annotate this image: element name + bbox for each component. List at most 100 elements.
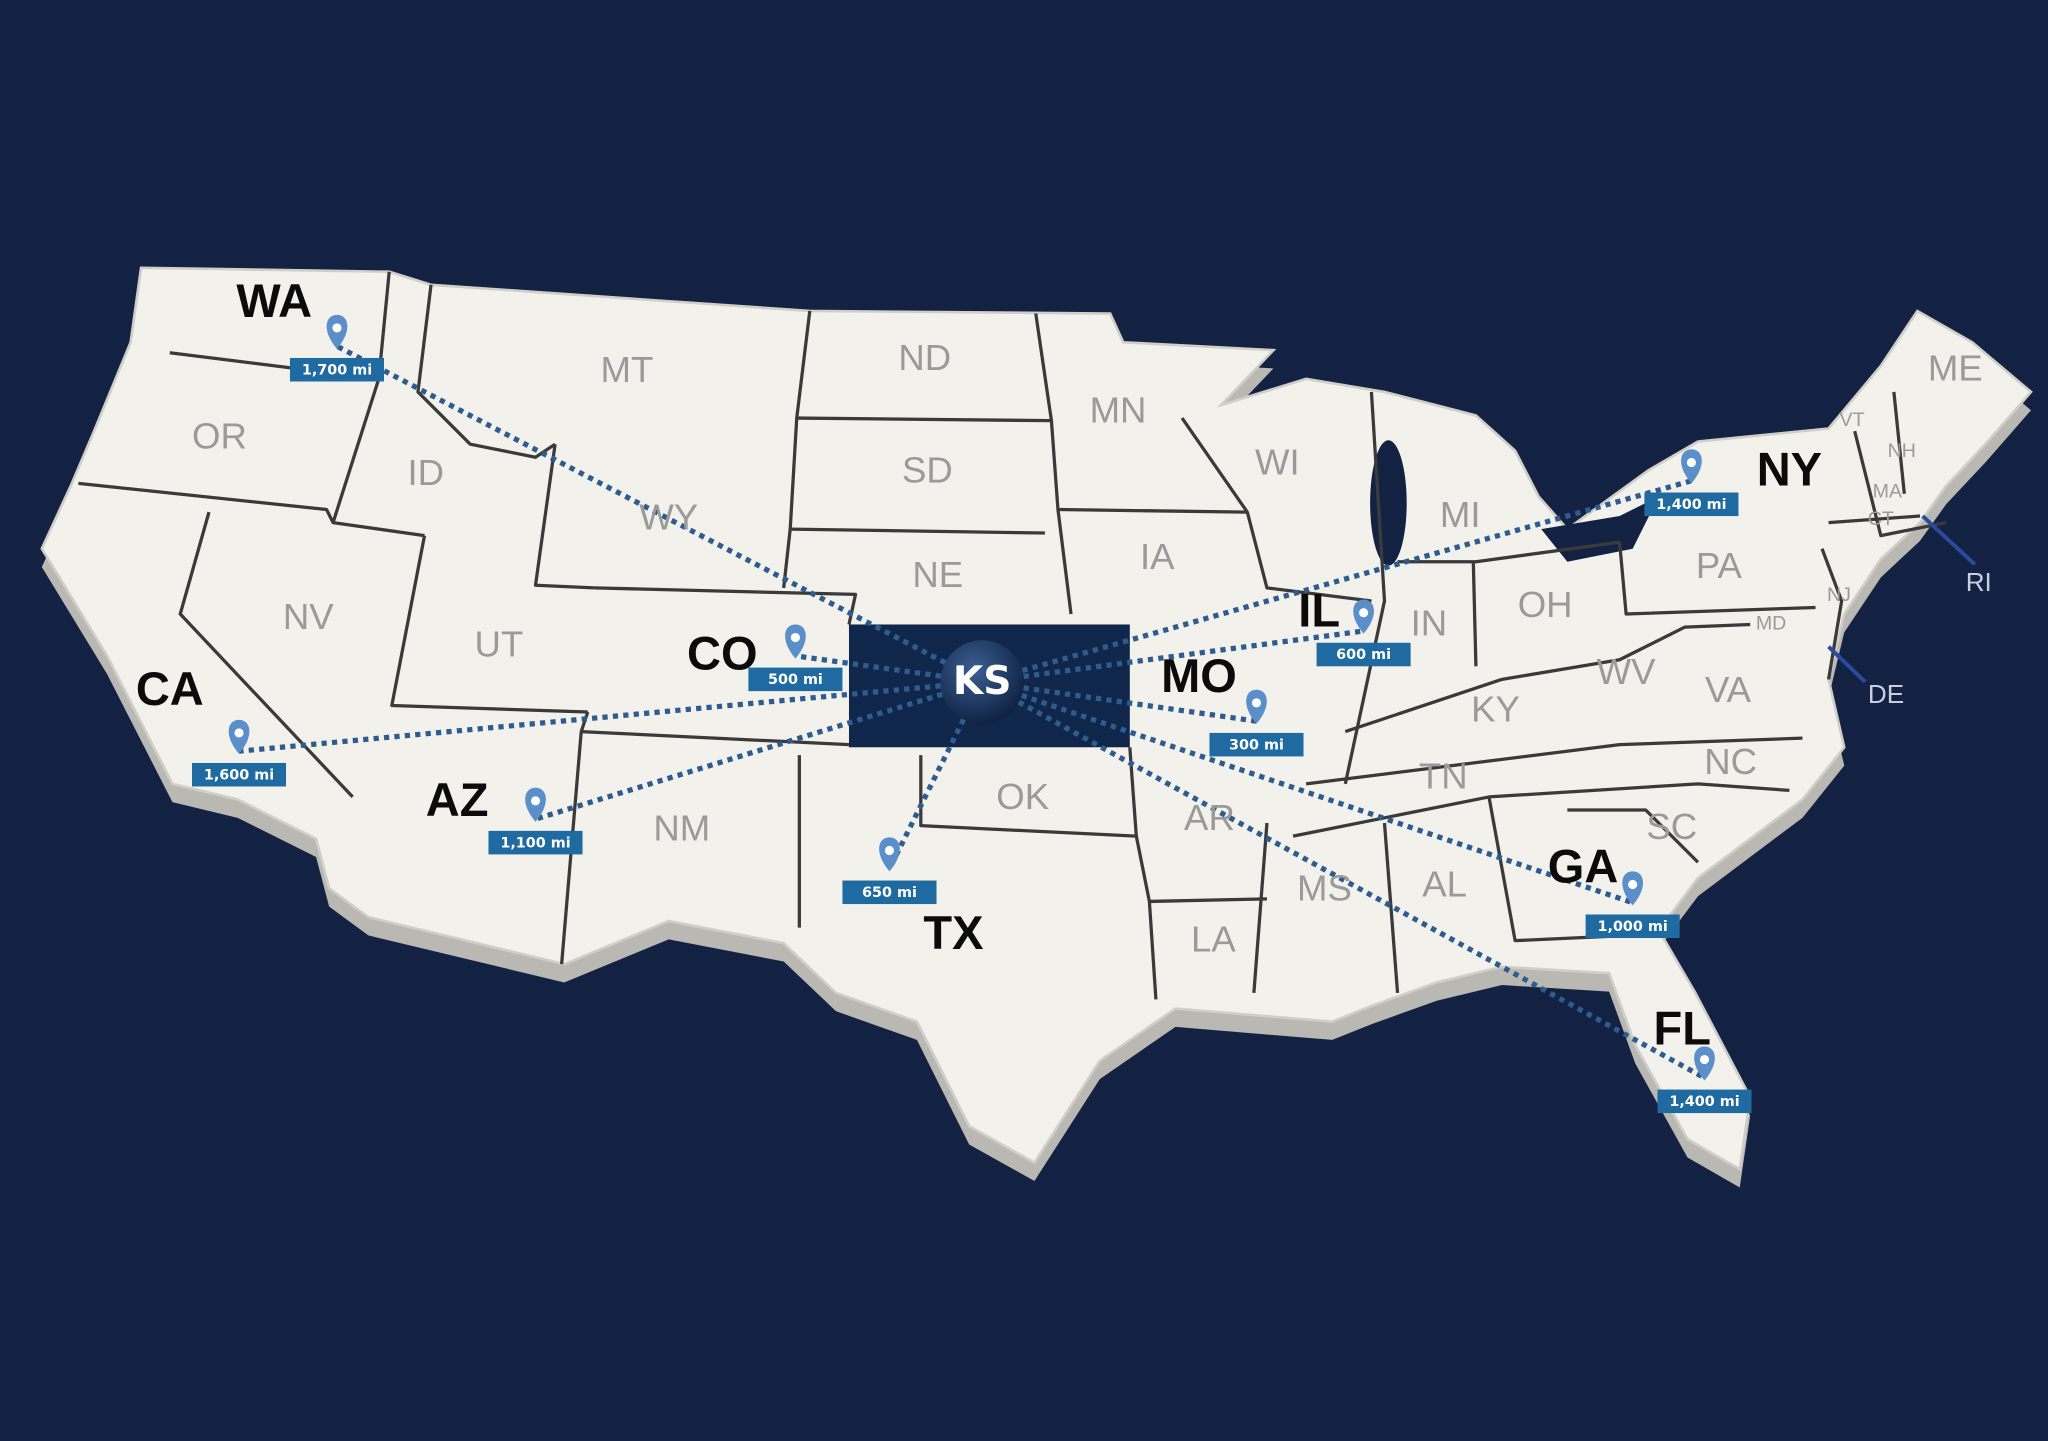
state-border (1617, 542, 1816, 616)
state-label-ne: NE (912, 554, 963, 595)
state-border (1128, 747, 1267, 904)
hub-marker[interactable]: KS (940, 640, 1024, 724)
state-border (1892, 391, 1906, 494)
distance-badge (1316, 642, 1411, 667)
map-pin-hole (1699, 1054, 1710, 1065)
state-label-pa: PA (1696, 545, 1743, 586)
state-label-ca: CA (136, 662, 204, 715)
map-pin-hole (1251, 698, 1262, 708)
destination-pins: 1,700 mi 1,600 mi 1,100 mi 500 mi 650 mi 300 … (192, 314, 1752, 1114)
state-label-az: AZ (426, 773, 489, 826)
destination-az[interactable]: 1,100 mi (488, 787, 583, 855)
state-label-mi: MI (1440, 494, 1481, 535)
destination-fl[interactable]: 1,400 mi (1657, 1046, 1752, 1114)
state-border (1828, 514, 1921, 525)
state-border (1034, 313, 1073, 615)
state-label-wy: WY (639, 497, 698, 538)
state-label-sc: SC (1646, 806, 1697, 847)
map-pin-hole (1628, 879, 1638, 890)
state-border (782, 310, 812, 589)
destination-tx[interactable]: 650 mi (842, 837, 937, 905)
state-label-sd: SD (902, 450, 953, 491)
destination-ca[interactable]: 1,600 mi (192, 719, 287, 787)
state-border (390, 535, 588, 714)
state-label-ok: OK (996, 776, 1049, 817)
state-label-wa: WA (236, 274, 312, 327)
hub-circle (940, 640, 1024, 724)
us-landmass (40, 266, 2033, 1188)
map-pin-hole (790, 632, 800, 643)
distance-label: 1,400 mi (1656, 497, 1726, 513)
state-label-ny: NY (1757, 442, 1822, 495)
state-border (1471, 561, 1478, 667)
state-border (1567, 808, 1700, 864)
destination-mo[interactable]: 300 mi (1209, 689, 1304, 757)
map-pin-hole (530, 796, 541, 806)
state-border (1147, 901, 1158, 1000)
state-label-ia: IA (1140, 536, 1175, 577)
destination-co[interactable]: 500 mi (748, 624, 843, 692)
route-line-az (534, 679, 983, 822)
destination-wa[interactable]: 1,700 mi (289, 314, 384, 382)
state-label-ms: MS (1297, 868, 1352, 909)
callout-line-de (1827, 645, 1867, 684)
state-label-ri: RI (1966, 567, 1992, 597)
state-label-tn: TN (1419, 755, 1468, 796)
destination-ga[interactable]: 1,000 mi (1585, 871, 1680, 939)
state-label-nh: NH (1888, 440, 1916, 462)
map-pin-hole (332, 323, 342, 333)
route-line-mo (981, 679, 1257, 724)
state-label-vt: VT (1840, 409, 1865, 431)
map-pin-hole (1359, 608, 1369, 618)
distance-badge (842, 880, 937, 905)
state-border (178, 511, 354, 799)
state-border (1057, 507, 1248, 514)
distance-badge (1657, 1089, 1752, 1114)
great-lakes (1541, 496, 1659, 562)
state-labels: MT ND MN OR ID WY SD WI MI IA NE NV UT IN OH PA NJ MD WV VA… (136, 274, 1992, 1055)
state-label-de: DE (1868, 679, 1904, 709)
destination-il[interactable]: 600 mi (1316, 599, 1411, 667)
map-pin-hole (234, 728, 244, 738)
map-pin-hole (884, 845, 895, 856)
state-border (1180, 417, 1372, 603)
state-label-nc: NC (1704, 741, 1757, 782)
state-border (1305, 736, 1803, 786)
distance-label: 500 mi (768, 672, 823, 688)
distance-badge (1585, 914, 1680, 939)
state-border (533, 443, 595, 590)
state-label-ct: CT (1868, 508, 1894, 530)
distance-label: 600 mi (1336, 647, 1391, 663)
state-label-md: MD (1756, 613, 1786, 635)
distance-label: 1,700 mi (302, 362, 372, 378)
state-label-ga: GA (1548, 840, 1619, 893)
state-label-mt: MT (601, 349, 654, 390)
state-label-la: LA (1191, 919, 1236, 960)
state-border (1292, 782, 1790, 838)
distance-label: 1,400 mi (1669, 1094, 1739, 1110)
state-label-nm: NM (653, 808, 710, 849)
state-label-mo: MO (1161, 649, 1237, 702)
state-border (919, 755, 1137, 838)
state-border (1397, 540, 1620, 564)
state-label-tx: TX (923, 906, 983, 959)
route-line-fl (980, 679, 1706, 1081)
distance-badge (488, 830, 583, 855)
distance-badge (1644, 492, 1739, 517)
state-label-co: CO (687, 627, 758, 680)
state-label-nd: ND (898, 337, 951, 378)
hub-label: KS (953, 659, 1012, 704)
state-border (78, 481, 425, 538)
state-label-or: OR (192, 416, 247, 457)
destination-ny[interactable]: 1,400 mi (1644, 449, 1739, 517)
state-border (1853, 430, 1947, 538)
state-label-in: IN (1411, 602, 1448, 643)
distance-label: 1,100 mi (500, 835, 570, 851)
state-border (796, 416, 1052, 423)
state-label-wi: WI (1255, 442, 1300, 483)
callout-line-ri (1921, 514, 1977, 566)
state-label-mn: MN (1090, 389, 1147, 430)
state-label-id: ID (408, 452, 445, 493)
state-border (1252, 822, 1269, 994)
